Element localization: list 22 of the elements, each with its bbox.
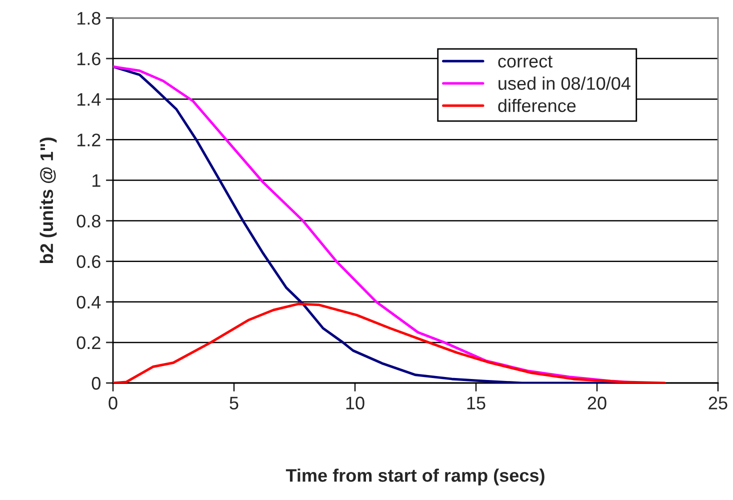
- y-tick-label: 1.2: [77, 134, 100, 146]
- y-tick-label: 0.8: [76, 214, 100, 228]
- y-tick-label: 1.8: [77, 12, 100, 25]
- x-tick-label: 25: [708, 396, 728, 410]
- x-tick-label: 20: [588, 396, 606, 410]
- x-tick-label: 0: [108, 396, 118, 410]
- y-tick-label: 0.6: [76, 255, 100, 268]
- line-series: [113, 302, 666, 383]
- legend-label: correct: [498, 56, 552, 68]
- y-tick-label: 0: [92, 376, 100, 390]
- y-tick-label: 0.2: [76, 336, 100, 350]
- x-tick-label: 10: [346, 396, 364, 410]
- x-tick-label: 5: [230, 396, 238, 410]
- y-tick-label: 1.6: [77, 52, 100, 66]
- x-tick-label: 15: [467, 396, 486, 410]
- legend-label: difference: [498, 98, 576, 112]
- y-tick-label: 0.4: [76, 296, 101, 309]
- x-axis-title: Time from start of ramp (secs): [286, 468, 544, 486]
- y-axis-title: b2 (units @ 1"): [40, 138, 57, 264]
- y-tick-label: 1: [92, 174, 100, 187]
- legend-label: used in 08/10/04: [498, 76, 630, 90]
- y-tick-label: 1.4: [77, 93, 101, 106]
